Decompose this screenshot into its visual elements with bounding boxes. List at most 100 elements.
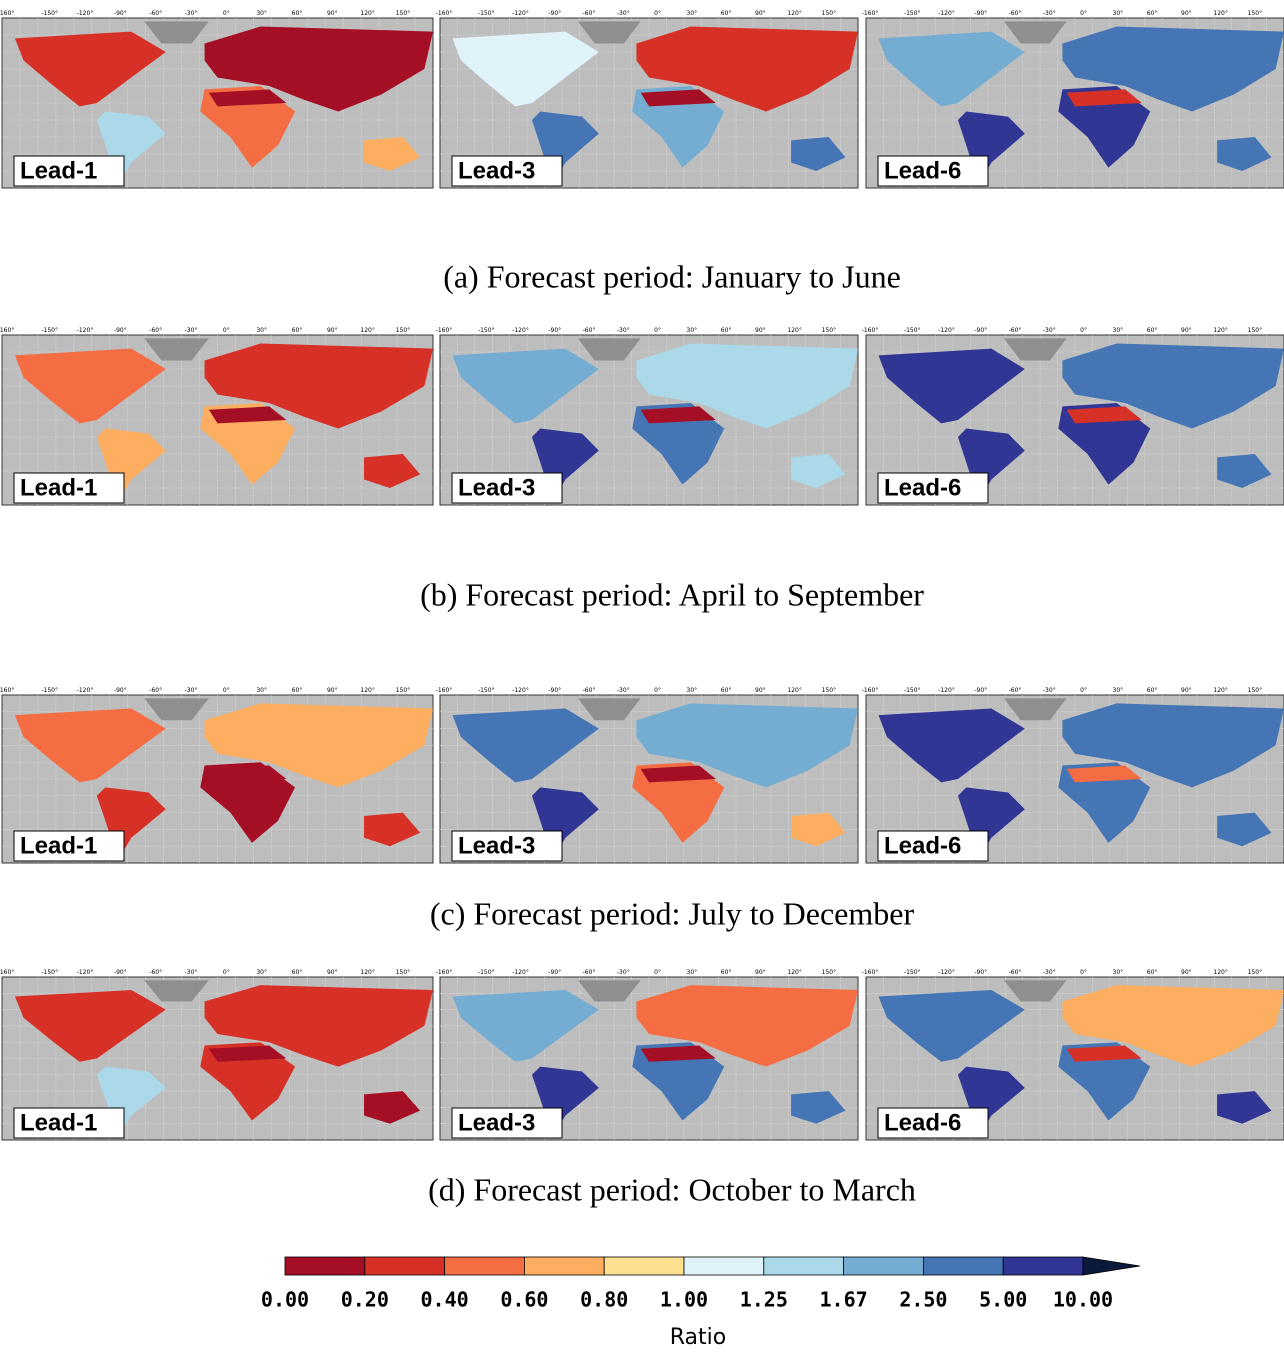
longitude-label: 90°: [1181, 687, 1192, 694]
longitude-label: -160°: [436, 969, 453, 976]
longitude-label: -150°: [904, 10, 921, 17]
longitude-label: -120°: [938, 687, 955, 694]
colorbar-tick-label: 10.00: [1053, 1288, 1113, 1312]
colorbar-title: Ratio: [670, 1325, 726, 1350]
longitude-label: -120°: [512, 969, 529, 976]
longitude-label: -120°: [938, 10, 955, 17]
longitude-label: 150°: [1248, 969, 1262, 976]
longitude-label: 150°: [822, 687, 836, 694]
longitude-label: 120°: [1213, 687, 1227, 694]
longitude-label: 60°: [721, 687, 732, 694]
lead-label: Lead-1: [20, 832, 97, 859]
colorbar-segment: [923, 1257, 1003, 1275]
longitude-label: -160°: [0, 687, 14, 694]
longitude-label: 90°: [755, 10, 766, 17]
longitude-label: -90°: [548, 969, 561, 976]
longitude-label: -60°: [149, 969, 162, 976]
colorbar-segment: [1003, 1257, 1083, 1275]
longitude-label: -150°: [41, 327, 58, 334]
longitude-label: 120°: [787, 969, 801, 976]
longitude-label: -120°: [77, 10, 94, 17]
longitude-label: -150°: [478, 327, 495, 334]
longitude-label: 60°: [721, 969, 732, 976]
longitude-label: 90°: [1181, 327, 1192, 334]
longitude-label: 120°: [787, 10, 801, 17]
longitude-label: -150°: [41, 687, 58, 694]
caption: (b) Forecast period: April to September: [420, 576, 924, 612]
longitude-label: 60°: [1147, 969, 1158, 976]
longitude-label: 120°: [360, 327, 374, 334]
lead-label: Lead-3: [458, 832, 535, 859]
longitude-label: 90°: [1181, 969, 1192, 976]
longitude-label: -150°: [904, 327, 921, 334]
longitude-label: -90°: [974, 327, 987, 334]
longitude-label: -150°: [478, 687, 495, 694]
longitude-label: -30°: [1043, 10, 1056, 17]
map-panel: -160°-150°-120°-90°-60°-30°0°30°60°90°12…: [0, 327, 433, 505]
longitude-label: -30°: [185, 327, 198, 334]
longitude-label: 150°: [822, 10, 836, 17]
longitude-label: -150°: [478, 10, 495, 17]
longitude-label: -60°: [1009, 10, 1022, 17]
longitude-label: 0°: [1080, 327, 1087, 334]
longitude-label: -160°: [862, 10, 879, 17]
longitude-label: 90°: [327, 10, 338, 17]
longitude-label: -90°: [974, 687, 987, 694]
longitude-label: 120°: [1213, 327, 1227, 334]
colorbar-extend: [1083, 1257, 1140, 1275]
colorbar-tick-label: 0.00: [261, 1288, 309, 1312]
lead-label: Lead-3: [458, 1109, 535, 1136]
longitude-label: -120°: [77, 327, 94, 334]
longitude-label: -160°: [0, 327, 14, 334]
longitude-label: 150°: [396, 327, 410, 334]
colorbar-tick-label: 0.60: [500, 1288, 548, 1312]
lead-label: Lead-6: [884, 157, 961, 184]
longitude-label: -60°: [149, 687, 162, 694]
longitude-label: 30°: [687, 327, 698, 334]
colorbar-tick-label: 1.00: [660, 1288, 708, 1312]
map-panel: -160°-150°-120°-90°-60°-30°0°30°60°90°12…: [436, 969, 858, 1140]
longitude-label: -30°: [617, 969, 630, 976]
longitude-label: 0°: [223, 327, 230, 334]
longitude-label: 0°: [223, 10, 230, 17]
longitude-label: -30°: [185, 10, 198, 17]
longitude-label: 30°: [687, 10, 698, 17]
longitude-label: 120°: [360, 969, 374, 976]
longitude-label: 0°: [654, 10, 661, 17]
longitude-label: 60°: [292, 327, 303, 334]
longitude-label: -160°: [862, 687, 879, 694]
longitude-label: -30°: [617, 687, 630, 694]
longitude-label: 90°: [327, 969, 338, 976]
longitude-label: 30°: [256, 327, 267, 334]
longitude-label: 120°: [787, 327, 801, 334]
longitude-label: -120°: [512, 10, 529, 17]
longitude-label: -60°: [1009, 327, 1022, 334]
map-panel: -160°-150°-120°-90°-60°-30°0°30°60°90°12…: [436, 687, 858, 863]
longitude-label: 120°: [360, 687, 374, 694]
longitude-label: 0°: [1080, 10, 1087, 17]
colorbar-tick-label: 0.80: [580, 1288, 628, 1312]
longitude-label: 30°: [256, 10, 267, 17]
lead-label: Lead-6: [884, 832, 961, 859]
longitude-label: 30°: [1113, 687, 1124, 694]
caption: (c) Forecast period: July to December: [430, 895, 915, 931]
longitude-label: -60°: [1009, 969, 1022, 976]
map-panel: -160°-150°-120°-90°-60°-30°0°30°60°90°12…: [436, 327, 858, 505]
longitude-label: -60°: [583, 969, 596, 976]
longitude-label: 30°: [1113, 327, 1124, 334]
longitude-label: 0°: [223, 687, 230, 694]
longitude-label: -90°: [548, 687, 561, 694]
longitude-label: 30°: [256, 969, 267, 976]
longitude-label: -120°: [512, 687, 529, 694]
longitude-label: -60°: [583, 327, 596, 334]
map-panel: -160°-150°-120°-90°-60°-30°0°30°60°90°12…: [862, 327, 1284, 505]
longitude-label: 60°: [1147, 687, 1158, 694]
colorbar-tick-label: 2.50: [899, 1288, 947, 1312]
colorbar-tick-label: 0.20: [341, 1288, 389, 1312]
longitude-label: -30°: [617, 10, 630, 17]
longitude-label: 90°: [327, 327, 338, 334]
longitude-label: -150°: [478, 969, 495, 976]
longitude-label: 90°: [1181, 10, 1192, 17]
longitude-label: 150°: [1248, 10, 1262, 17]
colorbar-tick-label: 1.25: [740, 1288, 788, 1312]
